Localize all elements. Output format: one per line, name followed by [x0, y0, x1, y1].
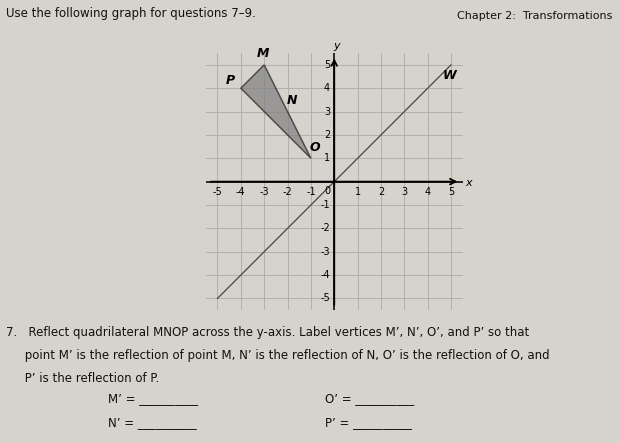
Text: 3: 3 — [324, 107, 330, 117]
Text: 1: 1 — [324, 153, 330, 163]
Text: -2: -2 — [283, 187, 292, 197]
Text: -4: -4 — [236, 187, 246, 197]
Text: 3: 3 — [401, 187, 407, 197]
Text: Chapter 2:  Transformations: Chapter 2: Transformations — [457, 11, 613, 21]
Text: x: x — [465, 178, 472, 188]
Text: M’ = __________: M’ = __________ — [108, 392, 198, 405]
Text: -5: -5 — [320, 293, 330, 303]
Text: M: M — [257, 47, 269, 60]
Polygon shape — [241, 65, 311, 158]
Text: 5: 5 — [324, 60, 330, 70]
Text: -1: -1 — [321, 200, 330, 210]
Text: W: W — [443, 69, 457, 82]
Text: 0: 0 — [324, 187, 331, 196]
Text: -4: -4 — [321, 270, 330, 280]
Text: P’ is the reflection of P.: P’ is the reflection of P. — [6, 372, 160, 385]
Text: 2: 2 — [378, 187, 384, 197]
Text: -5: -5 — [212, 187, 222, 197]
Text: 2: 2 — [324, 130, 330, 140]
Text: -2: -2 — [320, 223, 330, 233]
Text: -1: -1 — [306, 187, 316, 197]
Text: -3: -3 — [321, 247, 330, 256]
Text: N: N — [287, 94, 297, 107]
Text: 5: 5 — [448, 187, 454, 197]
Text: 4: 4 — [324, 83, 330, 93]
Text: Use the following graph for questions 7–9.: Use the following graph for questions 7–… — [6, 7, 256, 19]
Text: O: O — [310, 141, 321, 154]
Text: 1: 1 — [355, 187, 361, 197]
Text: point M’ is the reflection of point M, N’ is the reflection of N, O’ is the refl: point M’ is the reflection of point M, N… — [6, 349, 550, 361]
Text: O’ = __________: O’ = __________ — [325, 392, 414, 405]
Text: N’ = __________: N’ = __________ — [108, 416, 197, 429]
Text: 7.   Reflect quadrilateral MNOP across the y-axis. Label vertices M’, N’, O’, an: 7. Reflect quadrilateral MNOP across the… — [6, 326, 529, 338]
Text: P’ = __________: P’ = __________ — [325, 416, 412, 429]
Text: -3: -3 — [259, 187, 269, 197]
Text: 4: 4 — [425, 187, 431, 197]
Text: P: P — [226, 74, 235, 87]
Text: y: y — [333, 41, 340, 51]
